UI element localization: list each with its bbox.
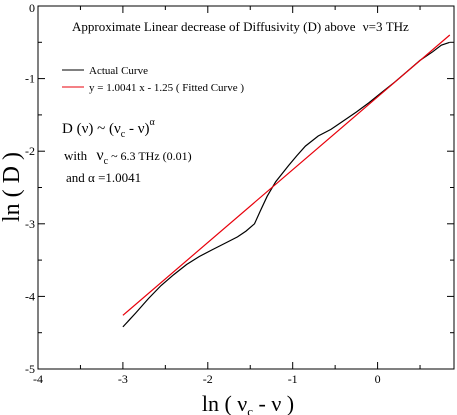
x-tick-label: -3 (118, 372, 128, 386)
plot-frame (37, 5, 455, 370)
y-tick-label: -4 (25, 289, 35, 303)
x-tick-label: -2 (203, 372, 213, 386)
x-tick-label: -1 (288, 372, 298, 386)
y-axis-label: ln ( D ) (0, 152, 25, 222)
legend-label-fitted: y = 1.0041 x - 1.25 ( Fitted Curve ) (89, 82, 244, 94)
x-tick-label: -4 (33, 372, 43, 386)
legend: Actual Curve y = 1.0041 x - 1.25 ( Fitte… (62, 65, 244, 94)
axis-ticks: -4 -3 -2 -1 0-5-4-3-2-10 (25, 1, 454, 386)
series-group (122, 34, 451, 328)
nu-c-annotation: with νc ~ 6.3 THz (0.01) (64, 147, 192, 167)
y-tick-label: -3 (25, 217, 35, 231)
y-tick-label: -2 (25, 144, 35, 158)
legend-label-actual: Actual Curve (89, 65, 148, 77)
y-tick-label: -1 (25, 72, 35, 86)
alpha-annotation: and α =1.0041 (66, 170, 141, 185)
relation-annotation: D (ν) ~ (νc - ν)α (62, 117, 155, 140)
series-fitted-curve (122, 34, 451, 316)
x-tick-label: 0 (375, 372, 381, 386)
chart-title: Approximate Linear decrease of Diffusivi… (72, 19, 409, 34)
y-tick-label: -5 (25, 362, 35, 376)
x-axis-label: ln ( νc - ν ) (202, 391, 294, 415)
y-tick-label: 0 (29, 1, 35, 15)
